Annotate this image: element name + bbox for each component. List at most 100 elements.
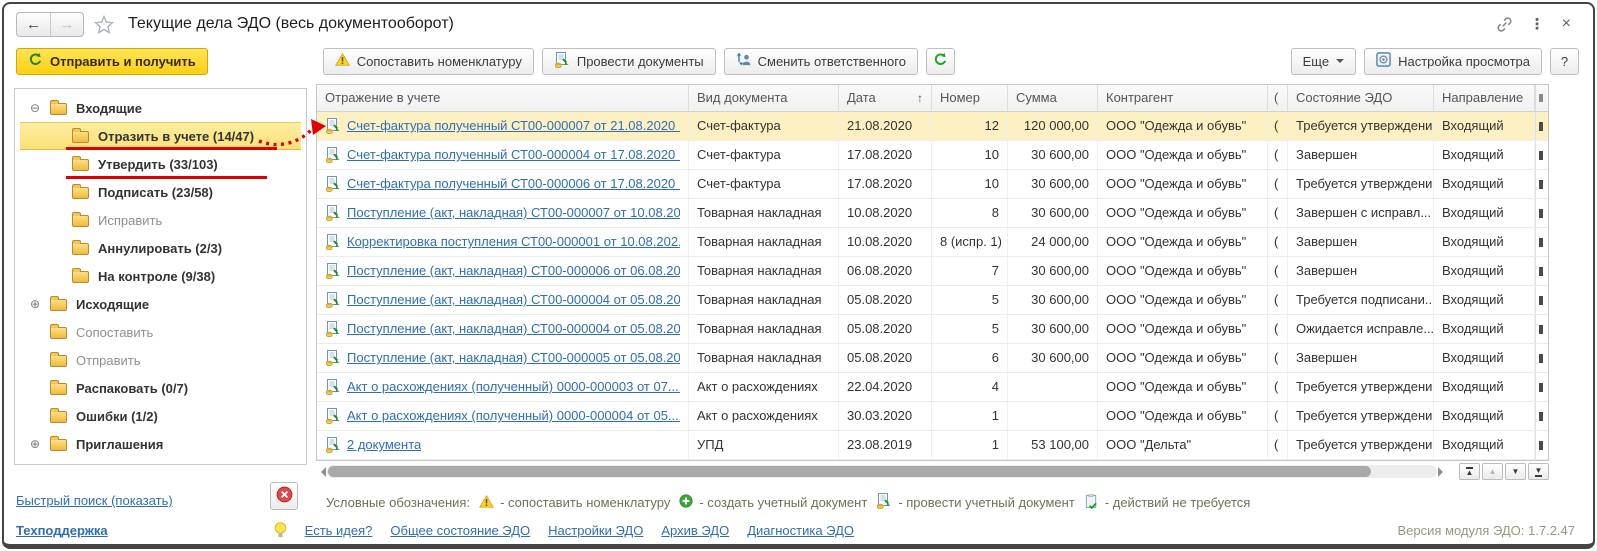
cell-reflection: Счет-фактура полученный СТ00-000004 от 1… — [317, 141, 689, 169]
cell-edo-state: Требуется утверждение — [1288, 112, 1434, 140]
sidebar-item[interactable]: ⊕ Исходящие — [20, 290, 301, 318]
column-header-doc-type[interactable]: Вид документа — [689, 85, 839, 111]
cell-reflection: Поступление (акт, накладная) СТ00-000004… — [317, 286, 689, 314]
document-link[interactable]: Поступление (акт, накладная) СТ00-000007… — [347, 205, 680, 220]
sidebar-item[interactable]: Утвердить (33/103) — [20, 150, 301, 179]
table-row[interactable]: Поступление (акт, накладная) СТ00-000006… — [317, 257, 1548, 286]
send-receive-button[interactable]: Отправить и получить — [16, 47, 208, 75]
map-nomenclature-button[interactable]: Сопоставить номенклатуру — [322, 47, 534, 75]
cell-reflection: Счет-фактура полученный СТ00-000007 от 2… — [317, 112, 689, 140]
sidebar-item[interactable]: Распаковать (0/7) — [20, 374, 301, 402]
sidebar-item[interactable]: Исправить — [20, 206, 301, 234]
document-link[interactable]: Счет-фактура полученный СТ00-000007 от 2… — [347, 118, 680, 133]
footer-link[interactable]: Общее состояние ЭДО — [390, 523, 531, 538]
cell-contractor: ООО "Одежда и обувь" — [1098, 344, 1268, 372]
horizontal-scroll-thumb[interactable] — [328, 466, 1372, 477]
sidebar-item[interactable]: Подписать (23/58) — [20, 178, 301, 206]
column-header-date[interactable]: Дата ↑ — [839, 85, 932, 111]
table-row[interactable]: Акт о расхождениях (полученный) 0000-000… — [317, 373, 1548, 402]
expander-icon[interactable]: ⊕ — [30, 437, 41, 451]
document-link[interactable]: Поступление (акт, накладная) СТ00-000005… — [347, 350, 680, 365]
document-link[interactable]: Акт о расхождениях (полученный) 0000-000… — [347, 408, 680, 423]
column-header-contractor[interactable]: Контрагент — [1098, 85, 1268, 111]
expander-icon[interactable]: ⊕ — [30, 297, 41, 311]
cell-org: ( — [1268, 170, 1288, 198]
cell-date: 17.08.2020 — [839, 141, 932, 169]
cell-direction: Входящий — [1434, 286, 1535, 314]
table-row[interactable]: Счет-фактура полученный СТ00-000007 от 2… — [317, 112, 1548, 141]
sidebar-item[interactable]: Отразить в учете (14/47) — [20, 122, 301, 150]
table-row[interactable]: 2 документа УПД 23.08.2019 1 53 100,00 О… — [317, 431, 1548, 460]
footer-link[interactable]: Диагностика ЭДО — [747, 523, 855, 538]
column-header-org[interactable]: ( — [1268, 85, 1288, 111]
refresh-list-button[interactable] — [925, 47, 955, 75]
folder-icon — [50, 324, 67, 339]
column-header-sum[interactable]: Сумма — [1008, 85, 1098, 111]
scroll-to-top-button[interactable]: ▲ — [1459, 463, 1480, 480]
sidebar-item[interactable]: ⊕ Приглашения — [20, 430, 301, 458]
quick-search-link[interactable]: Быстрый поиск (показать) — [16, 493, 173, 508]
table-row[interactable]: Поступление (акт, накладная) СТ00-000007… — [317, 199, 1548, 228]
table-row[interactable]: Корректировка поступления СТ00-000001 от… — [317, 228, 1548, 257]
folder-icon — [50, 380, 67, 395]
more-button[interactable]: Еще — [1290, 47, 1357, 75]
cell-edo-state: Завершен — [1288, 228, 1434, 256]
footer-link[interactable]: Настройки ЭДО — [548, 523, 644, 538]
document-link[interactable]: Счет-фактура полученный СТ00-000006 от 1… — [347, 176, 680, 191]
post-document-icon — [325, 234, 341, 250]
scroll-left-icon[interactable] — [316, 466, 326, 477]
clipped-column-sliver — [1535, 199, 1548, 227]
table-row[interactable]: Счет-фактура полученный СТ00-000006 от 1… — [317, 170, 1548, 199]
post-documents-button[interactable]: Провести документы — [541, 47, 716, 75]
post-documents-label: Провести документы — [576, 53, 704, 69]
forward-button[interactable]: → — [50, 12, 83, 36]
sidebar-item[interactable]: На контроле (9/38) — [20, 262, 301, 290]
table-row[interactable]: Поступление (акт, накладная) СТ00-000004… — [317, 286, 1548, 315]
view-settings-button[interactable]: Настройка просмотра — [1364, 47, 1542, 75]
kebab-menu-icon[interactable]: ⋮ — [1529, 16, 1545, 33]
document-link[interactable]: Корректировка поступления СТ00-000001 от… — [347, 234, 680, 249]
cell-number: 8 (испр. 1) — [932, 228, 1008, 256]
scroll-down-button[interactable]: ▼ — [1505, 463, 1526, 480]
cell-number: 6 — [932, 344, 1008, 372]
document-link[interactable]: Поступление (акт, накладная) СТ00-000004… — [347, 321, 680, 336]
sidebar-item[interactable]: Аннулировать (2/3) — [20, 234, 301, 262]
document-link[interactable]: Счет-фактура полученный СТ00-000004 от 1… — [347, 147, 680, 162]
clear-search-button[interactable] — [270, 482, 298, 510]
column-header-edo-state[interactable]: Состояние ЭДО — [1288, 85, 1434, 111]
sidebar-item[interactable]: Ошибки (1/2) — [20, 402, 301, 430]
cell-doc-type: Счет-фактура — [689, 112, 839, 140]
cell-number: 5 — [932, 315, 1008, 343]
back-button[interactable]: ← — [26, 15, 41, 33]
favorite-star-icon[interactable] — [94, 14, 114, 34]
cell-org: ( — [1268, 373, 1288, 401]
scroll-right-icon[interactable] — [1438, 466, 1448, 477]
column-header-direction[interactable]: Направление — [1434, 85, 1535, 111]
horizontal-scrollbar[interactable] — [327, 465, 1437, 478]
sidebar-item[interactable]: Отправить — [20, 346, 301, 374]
sidebar-item[interactable]: Сопоставить — [20, 318, 301, 346]
tech-support-link[interactable]: Техподдержка — [16, 523, 108, 538]
scroll-up-button[interactable]: ▲ — [1482, 463, 1503, 480]
idea-link[interactable]: Есть идея? — [304, 523, 373, 538]
table-row[interactable]: Счет-фактура полученный СТ00-000004 от 1… — [317, 141, 1548, 170]
close-icon[interactable]: × — [1561, 15, 1571, 32]
column-header-reflection[interactable]: Отражение в учете — [317, 85, 689, 111]
scroll-to-bottom-button[interactable]: ▼ — [1528, 463, 1549, 480]
cell-number: 10 — [932, 170, 1008, 198]
change-responsible-button[interactable]: Сменить ответственного — [723, 47, 918, 75]
document-link[interactable]: 2 документа — [347, 437, 422, 452]
get-link-icon[interactable] — [1496, 16, 1513, 33]
document-link[interactable]: Акт о расхождениях (полученный) 0000-000… — [347, 379, 680, 394]
column-header-number[interactable]: Номер — [932, 85, 1008, 111]
table-row[interactable]: Акт о расхождениях (полученный) 0000-000… — [317, 402, 1548, 431]
document-link[interactable]: Поступление (акт, накладная) СТ00-000006… — [347, 263, 680, 278]
help-button[interactable]: ? — [1550, 47, 1579, 75]
footer-link[interactable]: Архив ЭДО — [661, 523, 730, 538]
expander-icon[interactable]: ⊖ — [30, 101, 41, 115]
table-row[interactable]: Поступление (акт, накладная) СТ00-000005… — [317, 344, 1548, 373]
sidebar-item[interactable]: ⊖ Входящие — [20, 94, 301, 122]
cell-org: ( — [1268, 141, 1288, 169]
table-row[interactable]: Поступление (акт, накладная) СТ00-000004… — [317, 315, 1548, 344]
document-link[interactable]: Поступление (акт, накладная) СТ00-000004… — [347, 292, 680, 307]
